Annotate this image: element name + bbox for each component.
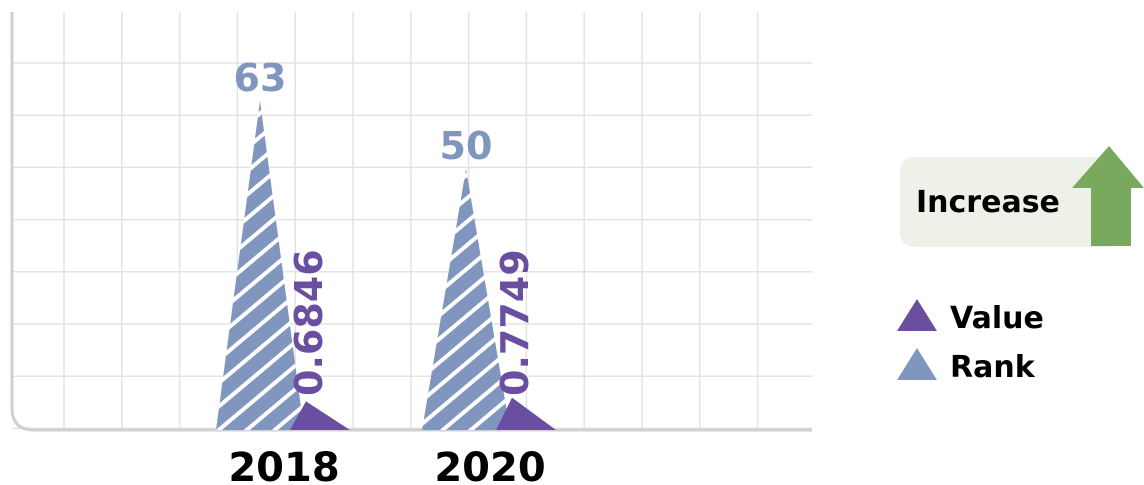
data-label-value-2020: 0.7749	[493, 249, 537, 396]
grid	[12, 12, 812, 430]
legend-label-rank: Rank	[950, 350, 1036, 385]
up-arrow-icon	[1072, 146, 1144, 246]
legend: Value Rank	[897, 299, 1044, 385]
increase-badge-label: Increase	[916, 185, 1060, 220]
legend-item-rank: Rank	[897, 348, 1036, 385]
increase-badge-background	[900, 157, 1120, 247]
x-tick-labels: 2018 2020	[228, 445, 545, 485]
bar-rank-2020	[422, 168, 510, 430]
data-label-value-2018: 0.6846	[287, 249, 331, 396]
bar-value-2020	[496, 397, 556, 430]
x-tick-label-2018: 2018	[228, 445, 339, 485]
legend-item-value: Value	[897, 299, 1044, 336]
bar-value-2018	[290, 401, 350, 430]
bar-rank-2018	[216, 100, 304, 430]
legend-swatch-rank	[897, 348, 937, 380]
legend-swatch-value	[897, 299, 937, 331]
legend-label-value: Value	[950, 301, 1044, 336]
data-label-rank-2018: 63	[234, 56, 287, 100]
data-label-rank-2020: 50	[440, 124, 493, 168]
x-tick-label-2020: 2020	[434, 445, 545, 485]
increase-badge: Increase	[900, 146, 1144, 247]
plot-marks: 63 0.6846 50 0.7749	[216, 56, 556, 430]
axis-frame	[10, 12, 812, 432]
